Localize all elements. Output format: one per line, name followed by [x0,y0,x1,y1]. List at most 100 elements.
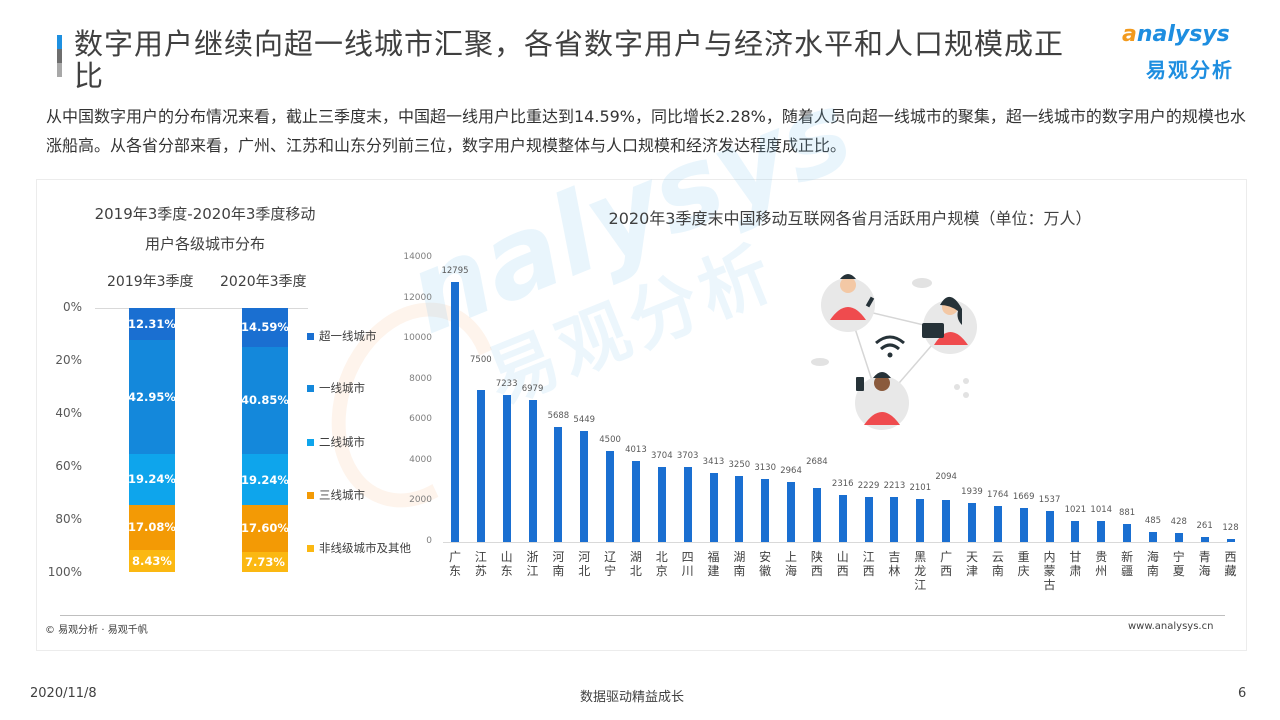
data-label: 7233 [495,379,518,390]
bar-segment: 12.31% [128,308,176,341]
bar [1071,521,1080,542]
bar [838,495,847,542]
category-label: 广西 [940,550,953,578]
data-label: 1021 [1064,505,1087,516]
category-label: 山东 [500,550,513,578]
category-label: 上海 [785,550,798,578]
website-url: www.analysys.cn [1128,621,1214,632]
right-chart-title: 2020年3季度末中国移动互联网各省月活跃用户规模（单位：万人） [608,209,1092,228]
bar [787,481,796,542]
data-label: 261 [1196,520,1213,531]
legend-swatch [307,544,314,552]
category-label: 重庆 [1017,550,1030,578]
bar [502,395,511,542]
category-label: 云南 [991,550,1004,578]
legend-item: 超一线城市 [307,328,377,344]
y-tick: 60% [55,459,82,473]
users-network-illustration [811,274,977,430]
y-tick: 6000 [409,414,432,425]
data-label: 1764 [987,490,1009,501]
bar [916,499,925,542]
y-tick: 100% [47,565,82,579]
bar [812,487,821,542]
bar [631,460,640,542]
data-label: 5449 [573,415,596,426]
bar [683,466,692,542]
bar [1045,510,1054,542]
data-label: 4013 [625,444,647,455]
category-label: 黑龙江 [914,550,927,592]
data-label: 4500 [599,434,621,445]
source-divider [60,615,1225,616]
bar-segment: 42.95% [128,340,176,454]
y-tick: 80% [55,512,82,526]
legend-swatch [307,491,314,499]
data-label: 428 [1170,517,1187,528]
footer-date: 2020/11/8 [30,686,97,701]
title-accent-bar [57,35,62,77]
data-label: 3703 [676,450,699,461]
page-title: 数字用户继续向超一线城市汇聚，各省数字用户与经济水平和人口规模成正比 [74,27,1065,93]
category-label: 山西 [836,550,849,578]
data-label: 2964 [780,465,802,476]
y-tick: 8000 [409,373,432,384]
bar [1200,536,1209,542]
data-label: 1014 [1090,505,1113,516]
bar [1148,532,1157,542]
bar [993,506,1002,542]
logo-wordmark: analysys [1122,22,1230,47]
bar-segment: 14.59% [241,308,289,347]
y-tick: 0% [62,300,82,314]
data-label: 881 [1118,508,1136,519]
bar [580,431,589,542]
analysys-logo: analysys 易观分析 [1122,16,1252,86]
category-label: 2019年3季度 [107,274,194,290]
bar [528,400,537,542]
bar [451,282,459,542]
category-label: 西藏 [1224,550,1237,578]
stacked-bar-2020q3: 14.59% 40.85% 19.24% 17.60% 7.73% [241,308,289,573]
category-label: 吉林 [888,550,901,578]
category-label: 青海 [1198,550,1211,578]
summary-paragraph: 从中国数字用户的分布情况来看，截止三季度末，中国超一线用户比重达到14.59%，… [46,107,1246,155]
legend-item: 三线城市 [307,487,365,503]
category-label: 广东 [448,550,461,578]
bar [709,472,718,542]
category-label: 福建 [707,550,720,578]
legend-swatch [307,384,314,392]
bar-segment: 19.24% [128,453,176,505]
category-label: 甘肃 [1069,550,1082,578]
data-label: 3413 [702,456,725,467]
y-tick: 2000 [409,495,432,506]
data-label: 12795 [441,266,469,277]
bar [476,389,485,542]
data-label: 2316 [831,479,854,490]
bar [1174,533,1183,542]
y-tick: 40% [55,406,82,420]
bar [942,499,951,542]
bar [1097,521,1106,542]
category-label: 四川 [681,550,694,578]
y-tick: 12000 [403,292,432,303]
bar [606,450,615,542]
data-label: 128 [1222,523,1239,534]
category-label: 宁夏 [1172,550,1185,578]
bar [554,426,563,542]
data-label: 1669 [1012,492,1035,503]
bar [1123,524,1132,542]
data-label: 3704 [650,450,673,461]
bar [761,478,770,542]
bar [735,476,744,542]
bar [890,497,899,542]
data-label: 2684 [806,457,828,467]
footer-slogan: 数据驱动精益成长 [580,690,685,705]
legend-item: 二线城市 [307,434,365,450]
category-label: 辽宁 [604,550,617,578]
logo-chinese-name: 易观分析 [1146,58,1234,82]
bar-segment: 8.43% [129,549,175,573]
legend-item: 一线城市 [307,380,365,396]
data-label: 3130 [754,462,776,473]
category-label: 天津 [965,550,978,578]
data-label: 3250 [728,460,751,471]
category-label: 河北 [578,550,591,578]
